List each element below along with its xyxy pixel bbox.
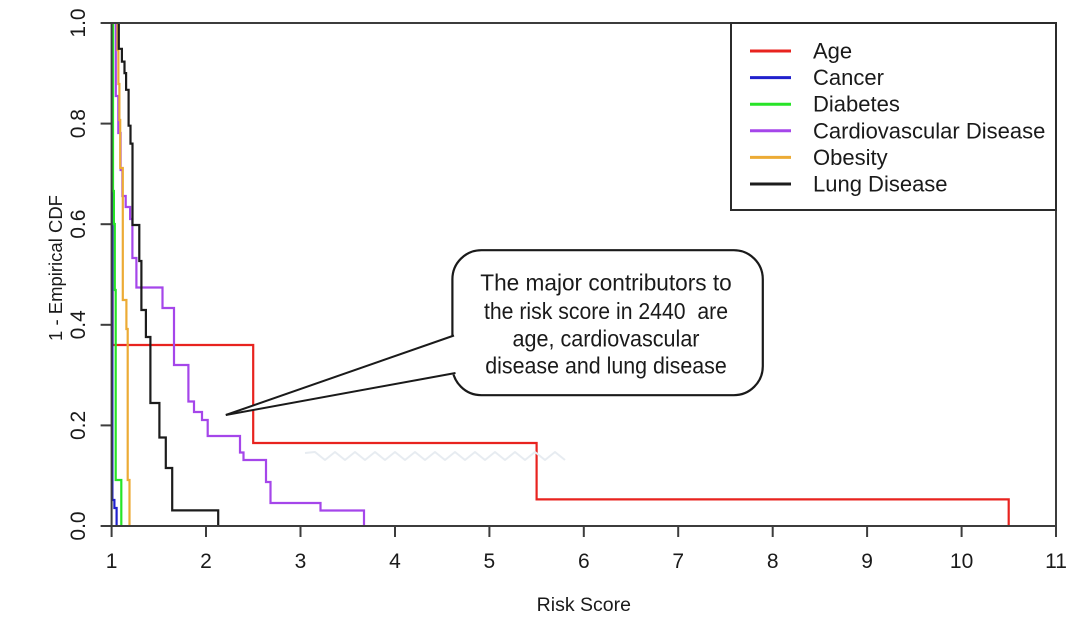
svg-text:4: 4 [389, 550, 401, 573]
svg-text:9: 9 [861, 550, 873, 573]
svg-text:7: 7 [672, 550, 684, 573]
svg-text:The major contributors to: The major contributors to [480, 270, 732, 296]
svg-text:11: 11 [1045, 550, 1067, 573]
svg-text:6: 6 [578, 550, 590, 573]
svg-text:Diabetes: Diabetes [813, 92, 900, 117]
svg-text:Cancer: Cancer [813, 65, 884, 90]
svg-text:disease and lung disease: disease and lung disease [485, 353, 727, 379]
svg-text:1.0: 1.0 [67, 8, 90, 37]
svg-text:Cardiovascular Disease: Cardiovascular Disease [813, 118, 1045, 143]
svg-text:0.4: 0.4 [67, 310, 90, 340]
svg-text:0.6: 0.6 [67, 210, 90, 239]
svg-text:Lung Disease: Lung Disease [813, 172, 948, 197]
svg-text:1: 1 [106, 550, 118, 573]
svg-text:8: 8 [767, 550, 779, 573]
svg-text:5: 5 [484, 550, 496, 573]
svg-text:0.2: 0.2 [67, 411, 90, 440]
svg-text:10: 10 [950, 550, 973, 573]
svg-text:3: 3 [295, 550, 307, 573]
svg-text:2: 2 [200, 550, 212, 573]
svg-text:Risk Score: Risk Score [537, 594, 631, 616]
svg-text:0.0: 0.0 [67, 511, 90, 540]
svg-text:Obesity: Obesity [813, 145, 888, 170]
svg-text:Age: Age [813, 39, 852, 64]
svg-text:the risk score in 2440 are: the risk score in 2440 are [484, 298, 728, 324]
svg-text:age, cardiovascular: age, cardiovascular [513, 326, 700, 352]
svg-text:0.8: 0.8 [67, 109, 90, 138]
svg-text:1 - Empirical CDF: 1 - Empirical CDF [45, 195, 66, 341]
